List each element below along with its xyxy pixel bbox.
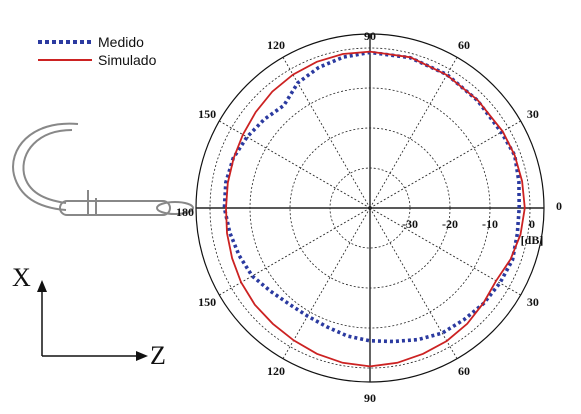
angle-tick-label: 30 <box>527 107 539 121</box>
db-tick-label: 0 <box>529 217 535 231</box>
polar-series <box>222 50 526 368</box>
angle-tick-label: 120 <box>267 38 285 52</box>
angle-tick-label: 150 <box>198 295 216 309</box>
legend-label-medido: Medido <box>98 34 144 50</box>
axis-letter-x: X <box>12 263 31 292</box>
polar-spoke <box>219 120 371 209</box>
angle-tick-label: 90 <box>364 29 376 43</box>
angle-tick-label: 60 <box>458 364 470 378</box>
polar-spoke <box>369 207 458 359</box>
angle-tick-label: 0 <box>556 199 562 213</box>
angle-tick-label: 60 <box>458 38 470 52</box>
polar-plot: 90 60 30 0 120 150 180 30 60 90 120 150 -30 -20 -10 0 [d… <box>176 29 562 405</box>
polar-spoke <box>282 57 371 209</box>
db-tick-label: -10 <box>482 217 498 231</box>
antenna-drawing <box>12 122 194 216</box>
angle-tick-label: 150 <box>198 107 216 121</box>
radial-unit-label: [dB] <box>521 233 544 247</box>
polar-spoke <box>282 207 371 359</box>
polar-labels: 90 60 30 0 120 150 180 30 60 90 120 150 -30 -20 -10 0 [d… <box>176 29 562 405</box>
axis-letter-z: Z <box>150 341 166 370</box>
legend-label-simulado: Simulado <box>98 52 157 68</box>
polar-spoke <box>369 57 458 209</box>
angle-tick-label: 90 <box>364 391 376 405</box>
angle-tick-label: 30 <box>527 295 539 309</box>
series-line-simulado <box>225 50 526 368</box>
db-tick-label: -30 <box>402 217 418 231</box>
db-tick-label: -20 <box>442 217 458 231</box>
legend: Medido Simulado <box>38 34 157 68</box>
axis-indicator: X Z <box>12 263 166 370</box>
angle-tick-label: 180 <box>176 205 194 219</box>
polar-spoke <box>369 120 521 209</box>
angle-tick-label: 120 <box>267 364 285 378</box>
polar-grid <box>195 33 545 383</box>
polar-spoke <box>219 207 371 296</box>
